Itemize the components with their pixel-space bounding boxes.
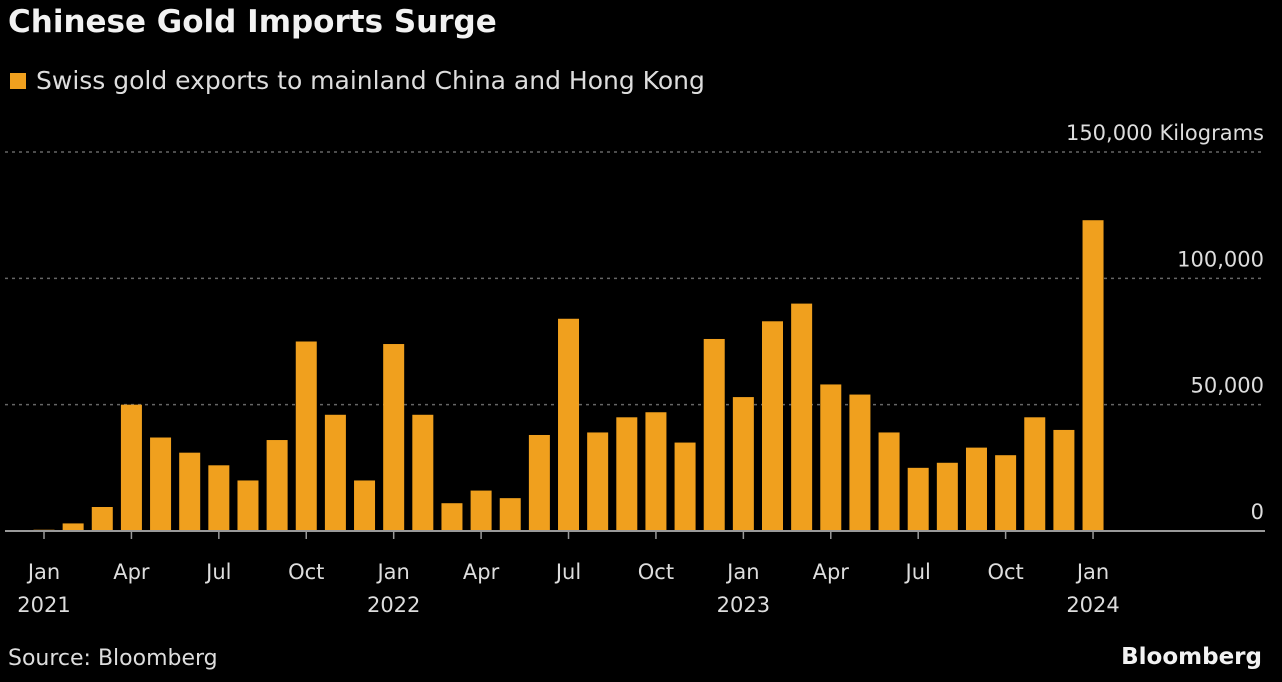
bar — [354, 480, 376, 531]
bar — [91, 506, 113, 531]
bar — [208, 465, 230, 531]
x-tick-year-label: 2023 — [717, 593, 770, 617]
bar — [936, 462, 958, 531]
bar — [878, 432, 900, 531]
bar — [470, 490, 492, 531]
bar — [499, 498, 521, 531]
y-tick-label: 100,000 — [1177, 247, 1264, 271]
bar — [1082, 220, 1104, 531]
bar — [674, 442, 696, 531]
bar — [120, 404, 142, 531]
y-tick-label: 50,000 — [1191, 374, 1264, 398]
x-tick-label: Apr — [463, 560, 500, 584]
bar — [558, 318, 580, 531]
bar — [150, 437, 172, 531]
bar — [62, 523, 84, 531]
bar — [820, 384, 842, 531]
bar — [965, 447, 987, 531]
bar — [849, 394, 871, 531]
x-tick-label: Jul — [904, 560, 931, 584]
bar — [616, 417, 638, 531]
x-tick-label: Apr — [813, 560, 850, 584]
bar — [237, 480, 259, 531]
bar — [295, 341, 317, 531]
x-tick-label: Jan — [725, 560, 759, 584]
legend: Swiss gold exports to mainland China and… — [10, 66, 705, 95]
x-tick-label: Jan — [1075, 560, 1109, 584]
legend-label: Swiss gold exports to mainland China and… — [36, 66, 705, 95]
bar — [645, 412, 667, 531]
bar — [324, 414, 346, 531]
y-tick-label: 0 — [1251, 500, 1264, 524]
bar — [441, 503, 463, 531]
x-tick-year-label: 2024 — [1066, 593, 1119, 617]
bar — [995, 455, 1017, 531]
source-note: Source: Bloomberg — [8, 646, 218, 671]
bar — [1053, 429, 1075, 531]
legend-swatch — [10, 72, 26, 89]
x-tick-label: Oct — [638, 560, 674, 584]
bar — [907, 467, 929, 531]
bar — [266, 440, 288, 531]
bar — [383, 344, 405, 531]
bloomberg-logo: Bloomberg — [1121, 644, 1262, 670]
bar — [1024, 417, 1046, 531]
bar — [528, 434, 550, 531]
bar — [412, 414, 434, 531]
bar — [732, 397, 754, 531]
x-tick-label: Oct — [987, 560, 1023, 584]
bar — [587, 432, 609, 531]
x-tick-label: Jul — [554, 560, 581, 584]
bar — [762, 321, 783, 531]
bar — [179, 452, 201, 531]
x-tick-label: Apr — [113, 560, 150, 584]
x-tick-label: Jan — [26, 560, 60, 584]
x-tick-year-label: 2021 — [17, 593, 70, 617]
bar — [791, 303, 813, 531]
chart-title: Chinese Gold Imports Surge — [8, 4, 497, 40]
x-tick-label: Jul — [204, 560, 231, 584]
x-tick-year-label: 2022 — [367, 593, 420, 617]
x-tick-label: Jan — [375, 560, 409, 584]
bar — [703, 338, 725, 531]
x-tick-label: Oct — [288, 560, 324, 584]
y-tick-label: 150,000 Kilograms — [1066, 121, 1264, 145]
